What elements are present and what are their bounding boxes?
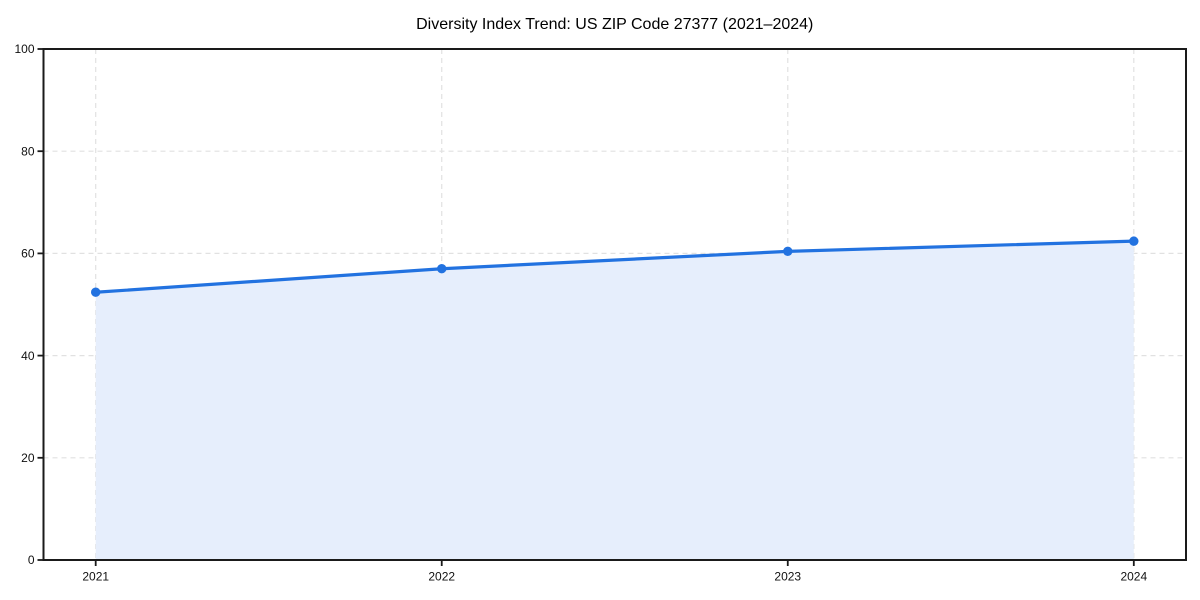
series-line [94, 239, 1136, 294]
series-area-fill [95, 241, 1134, 561]
data-point-marker [437, 264, 447, 274]
y-tick-label: 80 [21, 144, 35, 158]
y-tick-label: 60 [21, 247, 35, 261]
x-tick-label: 2022 [428, 570, 455, 584]
y-tick-label: 20 [21, 451, 35, 465]
x-tick-label: 2024 [1120, 570, 1147, 584]
x-tick-label: 2021 [82, 570, 109, 584]
data-point-marker [1129, 236, 1139, 246]
y-tick-label: 40 [21, 349, 35, 363]
area-layer [95, 241, 1134, 561]
y-tick-label: 100 [14, 42, 34, 56]
chart-title: Diversity Index Trend: US ZIP Code 27377… [416, 16, 813, 33]
markers-layer [91, 236, 1139, 297]
x-tick-label: 2023 [774, 570, 801, 584]
data-point-marker [91, 287, 101, 297]
line-layer [94, 239, 1136, 294]
plot-border [42, 48, 1187, 561]
data-point-marker [783, 246, 793, 257]
axes-layer [37, 48, 1187, 566]
tick-labels-layer: 0 20 40 60 80 100 2021 2022 2023 2024 [14, 42, 1147, 583]
y-tick-label: 0 [28, 553, 35, 567]
